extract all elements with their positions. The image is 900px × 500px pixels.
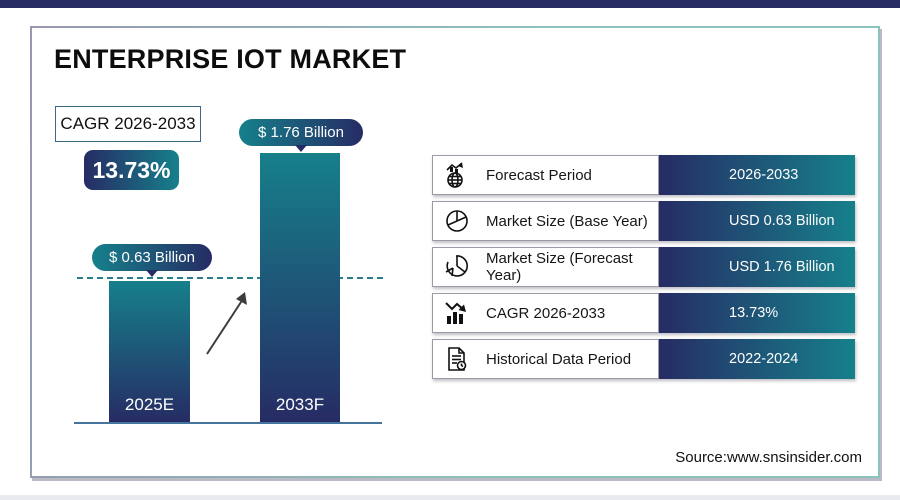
bar-2033-label: 2033F [275, 395, 325, 414]
bar-callout-2025: $ 0.63 Billion [92, 244, 212, 277]
source-credit: Source:www.snsinsider.com [675, 449, 862, 466]
reference-dashed-line [77, 277, 383, 279]
market-info-table: Forecast Period 2026-2033 Market Size (B… [432, 155, 855, 385]
row-value: 13.73% [659, 293, 855, 333]
cagr-period-box: CAGR 2026-2033 [55, 106, 201, 142]
bar-callout-2033: $ 1.76 Billion [239, 119, 363, 152]
row-value: 2022-2024 [659, 339, 855, 379]
row-value: 2026-2033 [659, 155, 855, 195]
table-row: Market Size (Base Year) USD 0.63 Billion [432, 201, 855, 241]
bar-callout-2033-text: $ 1.76 Billion [258, 124, 344, 141]
row-value: USD 0.63 Billion [659, 201, 855, 241]
row-label: Forecast Period [486, 166, 592, 184]
page-title: ENTERPRISE IOT MARKET [54, 44, 407, 74]
cagr-period-label: CAGR 2026-2033 [60, 114, 196, 133]
table-row: Market Size (Forecast Year) USD 1.76 Bil… [432, 247, 855, 287]
growth-arrow-icon [206, 292, 247, 355]
bar-2025: 2025E [109, 281, 190, 422]
bar-2033: 2033F [260, 153, 340, 422]
main-panel: ENTERPRISE IOT MARKET CAGR 2026-2033 13.… [30, 26, 880, 478]
bottom-edge-strip [0, 495, 900, 500]
row-label: Historical Data Period [486, 350, 632, 368]
cagr-value-text: 13.73% [92, 156, 171, 183]
row-label: CAGR 2026-2033 [486, 304, 606, 322]
top-accent-bar [0, 0, 900, 8]
chart-baseline [74, 422, 382, 424]
pie-chart-exploded-icon [441, 251, 473, 283]
document-clock-icon [441, 343, 473, 375]
bar-callout-2025-text: $ 0.63 Billion [109, 249, 195, 266]
table-row: Historical Data Period 2022-2024 [432, 339, 855, 379]
bar-2025-label: 2025E [124, 395, 175, 414]
row-label: Market Size (Base Year) [486, 212, 648, 230]
bar-chart-trend-icon [441, 297, 473, 329]
globe-growth-icon [441, 159, 473, 191]
table-row: Forecast Period 2026-2033 [432, 155, 855, 195]
cagr-value-badge: 13.73% [84, 150, 179, 190]
row-label: Market Size (Forecast Year) [486, 250, 633, 284]
table-row: CAGR 2026-2033 13.73% [432, 293, 855, 333]
pie-chart-icon [441, 205, 473, 237]
row-value: USD 1.76 Billion [659, 247, 855, 287]
